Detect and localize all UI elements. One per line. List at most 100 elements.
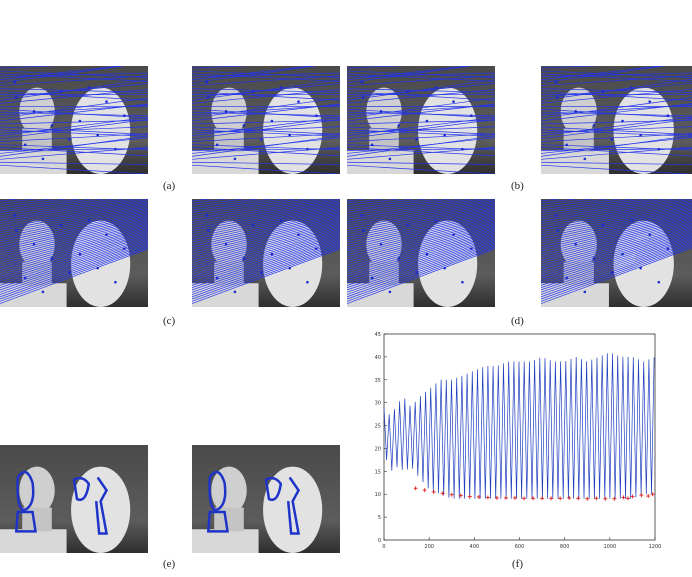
marker-point [431,489,436,494]
torso-contour-right [94,476,109,535]
y-tick-label: 20 [375,446,381,452]
epipolar-lines [541,199,692,304]
marker-point [612,496,617,501]
marker-point [503,495,508,500]
x-tick-label: 1200 [649,544,662,550]
panel-a-left [0,66,148,174]
book-stack [192,529,259,553]
y-tick-label: 0 [378,538,381,544]
caption-a: (a) [163,180,176,192]
panel-b-right [541,66,692,174]
mannequin-head [19,466,55,515]
marker-point [458,493,463,498]
marker-point [585,496,590,501]
panel-e-right [192,445,340,553]
mannequin-torso [263,220,323,307]
marker-point [422,488,427,493]
y-tick-label: 10 [375,492,381,498]
panel-e-left [0,445,148,553]
x-tick-label: 400 [470,544,480,550]
mannequin-torso [418,220,478,307]
feature-points [554,213,670,294]
panel-a-right [192,66,340,174]
epipolar-lines [0,66,148,174]
book-stack [541,283,609,307]
marker-point [621,495,626,500]
mannequin-torso [71,466,131,553]
marker-point [467,494,472,499]
marker-point [639,493,644,498]
x-tick-label: 0 [382,544,385,550]
marker-point [413,486,418,491]
marker-point [567,495,572,500]
mannequin-neck [214,507,244,532]
x-tick-label: 1000 [603,544,616,550]
feature-points [205,80,318,161]
marker-point [549,496,554,501]
book-stack [192,283,259,307]
caption-c: (c) [163,315,176,327]
marker-point [494,495,499,500]
book-stack [0,283,67,307]
torso-contour-left [72,476,91,501]
marker-point [440,491,445,496]
marker-point [485,495,490,500]
epipolar-lines [347,66,495,174]
marker-point [512,495,517,500]
panel-c-right [192,199,340,307]
marker-point [594,496,599,501]
y-tick-label: 15 [375,469,381,475]
caption-f: (f) [512,558,523,570]
marker-point [576,496,581,501]
book-stack [0,529,67,553]
feature-points [360,80,473,161]
marker-point [650,492,655,497]
marker-point [540,496,545,501]
epipolar-lines [541,66,692,174]
x-tick-label: 800 [560,544,570,550]
torso-contour-left [264,476,283,501]
head-contour [16,470,35,512]
convergence-plot: 0 5 10 15 20 25 30 35 40 45 0 200 400 600 800 1000 1200 [375,332,662,550]
epipolar-lines [192,66,340,174]
y-tick-label: 5 [378,515,381,521]
mannequin-head [211,466,247,515]
caption-b: (b) [511,180,524,192]
feature-points [360,213,473,294]
y-tick-label: 40 [375,355,381,361]
neck-contour [14,510,37,533]
head-contour [208,470,227,512]
x-tick-label: 200 [424,544,434,550]
panel-c-left [0,199,148,307]
x-tick-label: 600 [515,544,525,550]
marker-point [476,494,481,499]
caption-e: (e) [163,558,176,570]
feature-points [554,80,670,161]
marker-point [449,492,454,497]
mannequin-neck [22,507,52,532]
feature-points [205,213,318,294]
marker-point [558,496,563,501]
marker-point [522,496,527,501]
panel-d-left [347,199,495,307]
book-stack [347,283,414,307]
y-tick-label: 30 [375,401,381,407]
feature-points [13,213,126,294]
feature-points [13,80,126,161]
marker-point [603,496,608,501]
torso-contour-right [286,476,301,535]
caption-d: (d) [511,315,524,327]
marker-point [646,494,651,499]
epipolar-lines [347,199,495,304]
neck-contour [206,510,229,533]
marker-point [531,496,536,501]
mannequin-torso [71,220,131,307]
y-tick-label: 25 [375,424,381,430]
marker-point [630,494,635,499]
series-line [383,353,655,499]
y-tick-label: 45 [375,332,381,338]
marker-point [625,496,630,501]
y-tick-label: 35 [375,378,381,384]
panel-d-right [541,199,692,307]
panel-b-left [347,66,495,174]
